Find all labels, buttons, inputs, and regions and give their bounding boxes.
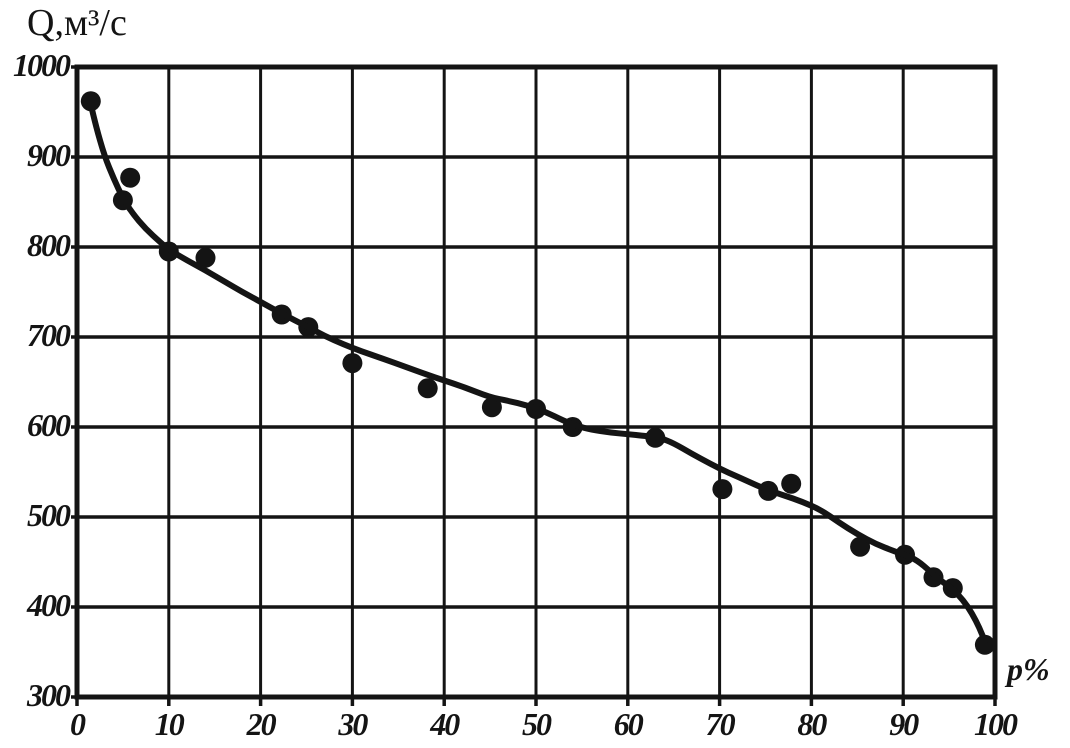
data-point [781, 473, 802, 494]
y-axis-title: Q,м³/с [27, 2, 127, 44]
y-tick-label: 300 [26, 677, 71, 713]
fitted-curve-line [86, 97, 988, 645]
data-point [481, 397, 502, 418]
x-tick-label: 40 [429, 706, 460, 742]
x-tick-label: 50 [522, 706, 552, 742]
x-tick-label: 30 [337, 706, 368, 742]
y-tick-label: 500 [27, 497, 71, 533]
x-axis-title: p% [1007, 651, 1050, 687]
x-tick-label: 80 [797, 706, 827, 742]
y-tick-label: 900 [27, 137, 71, 173]
plot-border [74, 64, 998, 700]
x-tick-label: 100 [974, 706, 1018, 742]
y-tick-label: 800 [27, 227, 71, 263]
y-tick-label: 1000 [13, 47, 71, 83]
data-point [850, 536, 871, 557]
y-tick-label: 400 [26, 587, 71, 623]
y-tick-label: 700 [27, 317, 71, 353]
x-tick-label: 20 [246, 706, 277, 742]
data-point [120, 167, 141, 188]
x-tick-label: 90 [889, 706, 919, 742]
x-tick-label: 10 [155, 706, 185, 742]
x-tick-label: 70 [706, 706, 736, 742]
data-point [195, 247, 216, 268]
x-tick-label: 0 [70, 706, 86, 742]
x-tick-label: 60 [614, 706, 644, 742]
data-point [712, 479, 733, 500]
data-point [417, 378, 438, 399]
data-point [342, 353, 363, 374]
data-point [974, 634, 995, 655]
y-tick-label: 600 [27, 407, 71, 443]
